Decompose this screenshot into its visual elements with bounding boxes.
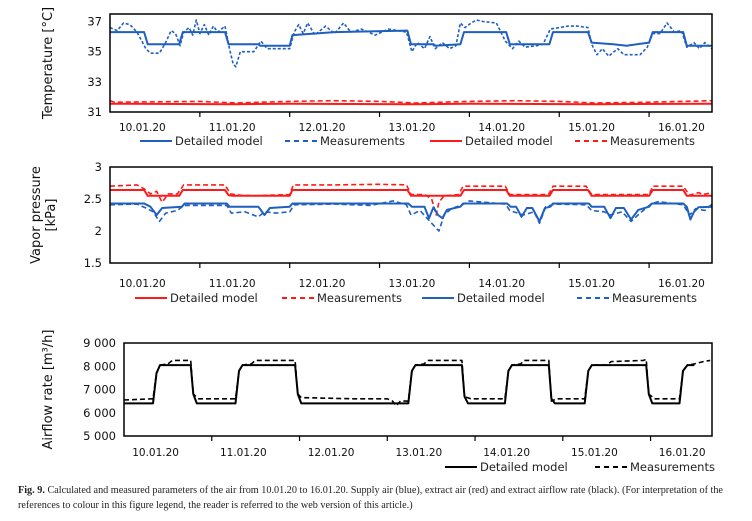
plot-frame [109, 166, 713, 264]
y-tick-label: 9 000 [83, 336, 116, 350]
x-tick-label: 11.01.20 [220, 447, 267, 459]
plot-frame [123, 342, 713, 437]
caption-label: Fig. 9. [18, 485, 45, 496]
x-tick-label: 15.01.20 [568, 122, 615, 134]
x-tick-label: 10.01.20 [119, 278, 166, 290]
figure-caption: Fig. 9. Calculated and measured paramete… [18, 483, 740, 513]
caption-text: Calculated and measured parameters of th… [18, 485, 723, 511]
series-model-line-3 [110, 202, 713, 223]
x-tick-label: 13.01.20 [389, 122, 436, 134]
legend-label: Detailed model [457, 291, 545, 305]
y-axis-title: Vapor pressure[kPa] [29, 166, 59, 264]
legend-label: Detailed model [480, 460, 568, 474]
x-tick-label: 16.01.20 [659, 447, 706, 459]
y-tick-label: 35 [87, 45, 102, 59]
legend-item: Measurements [595, 460, 715, 474]
y-tick-label: 6 000 [83, 406, 116, 420]
y-tick-label: 31 [87, 105, 102, 119]
legend-label: Detailed model [465, 134, 553, 148]
chart-2: 1.5 2 2.5 3 10.01.20 11.01.20 12.01.20 13.01.20… [29, 160, 713, 305]
y-axis-title-line: Vapor pressure [29, 166, 44, 264]
legend-item: Detailed model [135, 291, 258, 305]
legend-item: Measurements [282, 291, 402, 305]
chart-1: 31 33 35 37 10.01.20 11.01.20 12.01.20 13.01.20… [41, 7, 713, 148]
legend-item: Detailed model [430, 134, 553, 148]
y-tick-label: 2 [95, 224, 102, 238]
series-model-line-1 [124, 364, 695, 405]
legend-label: Measurements [610, 134, 695, 148]
legend-label: Measurements [630, 460, 715, 474]
x-tick-label: 11.01.20 [209, 122, 256, 134]
legend-label: Detailed model [170, 291, 258, 305]
y-tick-label: 33 [87, 75, 102, 89]
series-measurements-line-4 [109, 200, 713, 232]
legend-label: Measurements [317, 291, 402, 305]
chart-3: 5 000 6 000 7 000 8 000 9 000 10.01.20 11.01.2… [41, 330, 715, 474]
x-tick-label: 14.01.20 [478, 122, 525, 134]
legend-item: Measurements [285, 134, 405, 148]
x-tick-label: 13.01.20 [389, 278, 436, 290]
x-tick-label: 10.01.20 [119, 122, 166, 134]
x-tick-label: 14.01.20 [478, 278, 525, 290]
x-tick-label: 12.01.20 [299, 122, 346, 134]
series-model-line-3 [109, 102, 713, 106]
legend-item: Detailed model [445, 460, 568, 474]
y-axis-title: Airflow rate [m³/h] [41, 330, 56, 450]
x-tick-label: 15.01.20 [571, 447, 618, 459]
y-tick-label: 2.5 [84, 192, 102, 206]
x-tick-label: 13.01.20 [395, 447, 442, 459]
x-tick-label: 14.01.20 [483, 447, 530, 459]
series-measurements-line-2 [109, 183, 713, 216]
series-measurements-line-4 [109, 99, 713, 104]
x-tick-label: 11.01.20 [209, 278, 256, 290]
y-axis-title-line: [kPa] [44, 199, 59, 232]
series-model-line-1 [110, 29, 712, 47]
x-tick-label: 10.01.20 [132, 447, 179, 459]
legend-label: Measurements [612, 291, 697, 305]
x-tick-label: 15.01.20 [568, 278, 615, 290]
legend-item: Measurements [575, 134, 695, 148]
x-tick-label: 12.01.20 [299, 278, 346, 290]
legend-label: Detailed model [175, 134, 263, 148]
y-tick-label: 37 [87, 15, 102, 29]
legend-item: Detailed model [140, 134, 263, 148]
y-tick-label: 8 000 [83, 359, 116, 373]
series-measurements-line-2 [123, 358, 711, 407]
legend-label: Measurements [320, 134, 405, 148]
legend-item: Detailed model [422, 291, 545, 305]
legend-item: Measurements [577, 291, 697, 305]
y-tick-label: 1.5 [84, 256, 102, 270]
y-tick-label: 3 [95, 160, 102, 174]
plot-frame [109, 13, 713, 113]
x-tick-label: 16.01.20 [658, 122, 705, 134]
x-tick-label: 12.01.20 [308, 447, 355, 459]
series-measurements-line-2 [109, 19, 713, 68]
x-tick-label: 16.01.20 [658, 278, 705, 290]
y-axis-title: Temperature [°C] [41, 7, 56, 120]
y-tick-label: 5 000 [83, 429, 116, 443]
series-model-line-1 [110, 189, 712, 197]
y-tick-label: 7 000 [83, 383, 116, 397]
